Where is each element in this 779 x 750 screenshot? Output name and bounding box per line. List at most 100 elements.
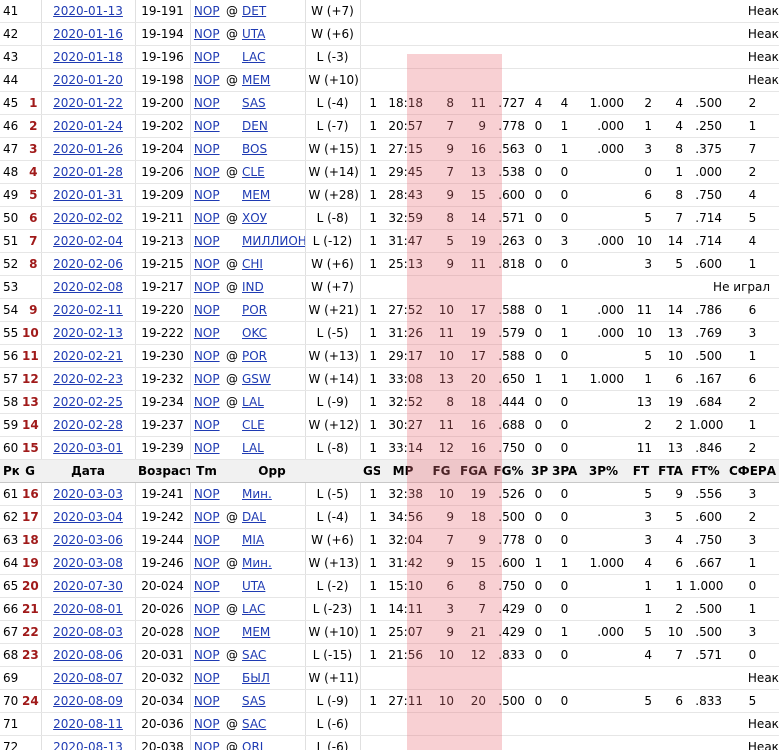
team-cell[interactable]: NOP [189, 712, 223, 736]
opponent-cell-link[interactable]: LAC [242, 602, 266, 616]
team-cell-link[interactable]: NOP [193, 257, 220, 271]
date-cell[interactable]: 2020-08-13 [40, 735, 135, 750]
date-cell[interactable]: 2020-01-26 [40, 137, 135, 161]
date-cell-link[interactable]: 2020-02-21 [53, 349, 123, 363]
opponent-cell-link[interactable]: Мин. [242, 556, 272, 570]
team-cell-link[interactable]: NOP [193, 671, 220, 685]
opponent-cell-link[interactable]: LAL [242, 441, 264, 455]
opponent-cell[interactable]: ХОУ [239, 206, 305, 230]
team-cell[interactable]: NOP [189, 344, 223, 368]
team-cell[interactable]: NOP [189, 275, 223, 299]
opponent-cell-link[interactable]: SAC [242, 648, 267, 662]
opponent-cell-link[interactable]: MEM [242, 73, 271, 87]
team-cell[interactable]: NOP [189, 620, 223, 644]
column-header[interactable]: FT% [686, 459, 725, 483]
column-header[interactable] [223, 459, 239, 483]
team-cell-link[interactable]: NOP [193, 372, 220, 386]
date-cell-link[interactable]: 2020-07-30 [53, 579, 123, 593]
team-cell-link[interactable]: NOP [193, 740, 220, 750]
team-cell-link[interactable]: NOP [193, 27, 220, 41]
date-cell[interactable]: 2020-02-21 [40, 344, 135, 368]
team-cell[interactable]: NOP [189, 551, 223, 575]
team-cell-link[interactable]: NOP [193, 533, 220, 547]
team-cell[interactable]: NOP [189, 160, 223, 184]
date-cell-link[interactable]: 2020-01-31 [53, 188, 123, 202]
opponent-cell-link[interactable]: POR [242, 303, 268, 317]
date-cell[interactable]: 2020-01-20 [40, 68, 135, 92]
opponent-cell[interactable]: ORL [239, 735, 305, 750]
team-cell[interactable]: NOP [189, 91, 223, 115]
column-header[interactable]: GS [360, 459, 380, 483]
opponent-cell-link[interactable]: IND [242, 280, 264, 294]
column-header[interactable]: Рк [0, 459, 19, 483]
team-cell-link[interactable]: NOP [193, 395, 220, 409]
opponent-cell[interactable]: Мин. [239, 482, 305, 506]
team-cell-link[interactable]: NOP [193, 602, 220, 616]
team-cell-link[interactable]: NOP [193, 234, 220, 248]
team-cell[interactable]: NOP [189, 505, 223, 529]
date-cell-link[interactable]: 2020-08-13 [53, 740, 123, 750]
column-header[interactable] [305, 459, 360, 483]
date-cell-link[interactable]: 2020-03-06 [53, 533, 123, 547]
team-cell[interactable]: NOP [189, 137, 223, 161]
date-cell[interactable]: 2020-02-08 [40, 275, 135, 299]
opponent-cell-link[interactable]: CHI [242, 257, 263, 271]
team-cell-link[interactable]: NOP [193, 211, 220, 225]
opponent-cell[interactable]: SAC [239, 712, 305, 736]
opponent-cell-link[interactable]: БЫЛ [242, 671, 270, 685]
date-cell[interactable]: 2020-02-28 [40, 413, 135, 437]
opponent-cell-link[interactable]: POR [242, 349, 268, 363]
column-header[interactable]: FG [426, 459, 457, 483]
opponent-cell-link[interactable]: ORL [242, 740, 267, 750]
opponent-cell[interactable]: POR [239, 344, 305, 368]
date-cell-link[interactable]: 2020-08-06 [53, 648, 123, 662]
date-cell[interactable]: 2020-08-07 [40, 666, 135, 690]
opponent-cell[interactable]: POR [239, 298, 305, 322]
date-cell[interactable]: 2020-08-11 [40, 712, 135, 736]
date-cell-link[interactable]: 2020-02-13 [53, 326, 123, 340]
opponent-cell-link[interactable]: SAS [242, 694, 266, 708]
team-cell[interactable]: NOP [189, 482, 223, 506]
date-cell[interactable]: 2020-02-06 [40, 252, 135, 276]
column-header[interactable]: 3PA [549, 459, 580, 483]
opponent-cell[interactable]: DAL [239, 505, 305, 529]
column-header[interactable]: Возраст [135, 459, 190, 483]
opponent-cell[interactable]: MEM [239, 620, 305, 644]
date-cell-link[interactable]: 2020-08-07 [53, 671, 123, 685]
opponent-cell-link[interactable]: DAL [242, 510, 266, 524]
date-cell-link[interactable]: 2020-01-26 [53, 142, 123, 156]
column-header[interactable]: Дата [41, 459, 135, 483]
date-cell-link[interactable]: 2020-02-08 [53, 280, 123, 294]
opponent-cell-link[interactable]: SAS [242, 96, 266, 110]
opponent-cell[interactable]: SAS [239, 689, 305, 713]
date-cell[interactable]: 2020-03-03 [40, 482, 135, 506]
opponent-cell[interactable]: LAC [239, 597, 305, 621]
team-cell[interactable]: NOP [189, 45, 223, 69]
team-cell-link[interactable]: NOP [193, 625, 220, 639]
opponent-cell[interactable]: CLE [239, 413, 305, 437]
opponent-cell[interactable]: БЫЛ [239, 666, 305, 690]
date-cell[interactable]: 2020-01-13 [40, 0, 135, 23]
team-cell[interactable]: NOP [189, 390, 223, 414]
date-cell-link[interactable]: 2020-01-16 [53, 27, 123, 41]
date-cell-link[interactable]: 2020-02-04 [53, 234, 123, 248]
opponent-cell-link[interactable]: BOS [242, 142, 268, 156]
opponent-cell-link[interactable]: DET [242, 4, 267, 18]
opponent-cell[interactable]: CHI [239, 252, 305, 276]
opponent-cell-link[interactable]: MEM [242, 188, 271, 202]
team-cell-link[interactable]: NOP [193, 717, 220, 731]
date-cell-link[interactable]: 2020-01-13 [53, 4, 123, 18]
column-header[interactable]: Opp [239, 459, 305, 483]
date-cell[interactable]: 2020-08-01 [40, 597, 135, 621]
date-cell[interactable]: 2020-02-02 [40, 206, 135, 230]
date-cell[interactable]: 2020-01-22 [40, 91, 135, 115]
team-cell-link[interactable]: NOP [193, 694, 220, 708]
date-cell[interactable]: 2020-08-09 [40, 689, 135, 713]
date-cell-link[interactable]: 2020-08-09 [53, 694, 123, 708]
column-header[interactable]: FG% [489, 459, 528, 483]
opponent-cell[interactable]: UTA [239, 22, 305, 46]
opponent-cell-link[interactable]: МИЛЛИОН [242, 234, 305, 248]
team-cell-link[interactable]: NOP [193, 487, 220, 501]
team-cell[interactable]: NOP [189, 597, 223, 621]
column-header[interactable]: FGA [457, 459, 489, 483]
